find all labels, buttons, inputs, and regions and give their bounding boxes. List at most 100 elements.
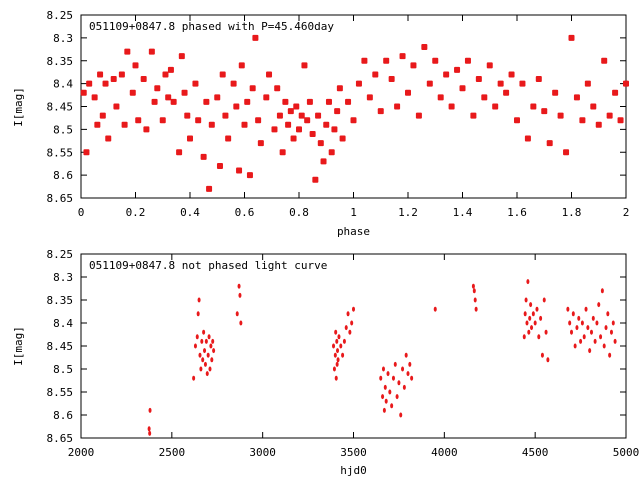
data-point [519,80,526,87]
data-point [573,343,577,349]
y-tick-label: 8.35 [47,294,74,307]
y-tick-label: 8.6 [53,409,73,422]
data-point [573,94,580,101]
data-point [595,121,602,128]
data-point [557,112,564,119]
x-tick-label: 5000 [613,446,640,459]
data-point [332,366,336,372]
data-point [249,85,256,92]
x-tick-label: 3000 [249,446,276,459]
data-point [352,306,355,312]
data-point [454,66,461,73]
data-point [530,325,534,331]
data-point [611,320,615,326]
data-point [525,320,529,326]
data-point [582,334,586,340]
data-point [287,108,294,115]
data-point [514,117,520,124]
data-point [207,334,211,340]
data-point [372,71,379,78]
x-tick-label: 1 [350,206,357,219]
data-point [528,315,532,321]
data-point [170,98,177,105]
data-point [443,71,450,78]
data-point [336,357,340,363]
y-tick-label: 8.5 [53,123,73,136]
data-point [210,357,214,363]
y-tick-label: 8.45 [47,101,74,114]
data-point [121,121,128,128]
data-point [623,80,629,87]
data-point [244,98,251,105]
data-point [381,366,385,372]
data-point [337,334,341,340]
data-point [602,343,606,349]
data-point [246,172,253,179]
data-point [527,329,531,335]
data-point [381,394,385,400]
data-point [401,366,405,372]
data-point [399,53,406,60]
data-point [486,62,493,69]
data-point [233,103,240,110]
data-point [315,112,322,119]
data-point [503,89,510,96]
data-point [472,288,476,294]
data-point [113,103,120,110]
data-point [230,80,237,87]
data-point [613,338,617,344]
data-point [99,112,106,119]
data-point [459,85,466,92]
data-point [601,57,608,64]
y-tick-label: 8.4 [53,317,73,330]
data-point [110,76,117,83]
data-point [199,366,203,372]
data-point [334,108,341,115]
data-point [348,329,352,335]
data-point [214,94,221,101]
data-point [537,334,541,340]
plot-frame [80,253,627,439]
data-point [386,371,390,377]
unphased-light-curve-panel: 2000 2500 3000 3500 4000 4500 5000 8.25 8.3 8.35 8… [12,248,639,477]
data-point [167,66,174,73]
data-point [306,98,313,105]
data-point [83,149,90,156]
data-point [80,89,87,96]
data-point [541,108,548,115]
data-point [391,375,395,381]
x-tick-label: 0.8 [289,206,309,219]
data-point [252,34,259,41]
data-point [597,302,601,308]
data-point [546,357,550,363]
data-point [202,329,206,335]
data-point [336,348,340,354]
data-point [335,338,339,344]
data-point [219,71,226,78]
data-point [309,130,316,137]
data-point [222,112,229,119]
data-point [383,384,387,390]
data-point [132,62,139,69]
data-point [355,80,362,87]
data-point [395,394,399,400]
data-point [530,103,537,110]
data-point [192,375,196,381]
data-point [118,71,125,78]
data-point [609,329,613,335]
data-point [448,103,455,110]
y-tick-label: 8.4 [53,78,73,91]
data-point [279,149,286,156]
data-point [212,348,216,354]
data-point [205,371,209,377]
data-point [580,320,584,326]
data-point [346,311,350,317]
data-point [86,80,93,87]
data-point [542,297,546,303]
data-point [301,62,308,69]
data-point [148,430,152,436]
y-axis-label: I[mag] [12,326,25,366]
data-point [162,71,169,78]
data-point [296,126,302,133]
